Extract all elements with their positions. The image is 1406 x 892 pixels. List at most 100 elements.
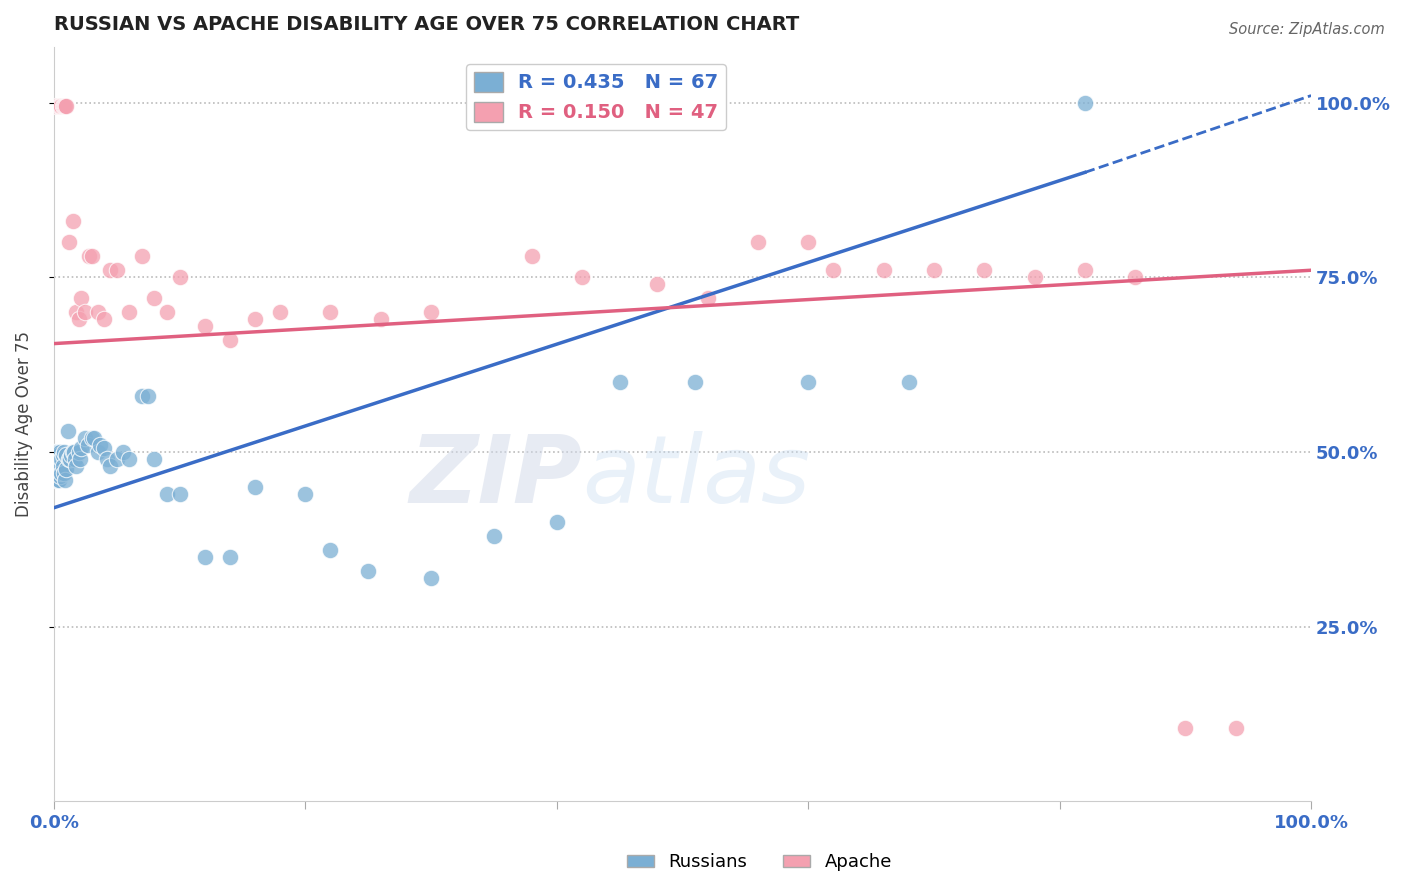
Point: [77, 249, 100, 263]
Point: [420, 571, 443, 585]
Legend: R = 0.435   N = 67, R = 0.150   N = 47: R = 0.435 N = 67, R = 0.150 N = 47: [465, 64, 727, 130]
Point: [46, 473, 69, 487]
Point: [70, 442, 93, 456]
Point: [370, 312, 392, 326]
Point: [52, 449, 75, 463]
Point: [52, 99, 75, 113]
Text: atlas: atlas: [582, 431, 810, 522]
Point: [80, 431, 103, 445]
Point: [49, 445, 72, 459]
Point: [87, 305, 110, 319]
Point: [83, 431, 105, 445]
Point: [100, 263, 122, 277]
Point: [118, 305, 141, 319]
Point: [922, 263, 945, 277]
Point: [75, 305, 97, 319]
Point: [49, 99, 72, 113]
Point: [111, 445, 134, 459]
Point: [1123, 270, 1146, 285]
Point: [420, 305, 443, 319]
Point: [48, 99, 70, 113]
Point: [243, 480, 266, 494]
Legend: Russians, Apache: Russians, Apache: [619, 847, 900, 879]
Point: [319, 542, 342, 557]
Point: [45, 445, 67, 459]
Point: [44, 458, 66, 473]
Point: [194, 319, 217, 334]
Point: [75, 431, 97, 445]
Point: [696, 291, 718, 305]
Point: [45, 451, 67, 466]
Point: [62, 214, 84, 228]
Point: [319, 305, 342, 319]
Point: [51, 451, 73, 466]
Point: [520, 249, 543, 263]
Point: [797, 235, 820, 250]
Point: [294, 487, 316, 501]
Point: [89, 438, 111, 452]
Point: [52, 445, 75, 459]
Point: [52, 458, 75, 473]
Point: [797, 375, 820, 389]
Point: [48, 458, 70, 473]
Point: [136, 389, 159, 403]
Point: [218, 549, 240, 564]
Point: [747, 235, 769, 250]
Point: [546, 515, 568, 529]
Point: [45, 99, 67, 113]
Point: [156, 487, 179, 501]
Point: [169, 270, 191, 285]
Point: [55, 99, 77, 113]
Point: [87, 445, 110, 459]
Point: [143, 291, 166, 305]
Point: [100, 458, 122, 473]
Point: [49, 469, 72, 483]
Y-axis label: Disability Age Over 75: Disability Age Over 75: [15, 331, 32, 517]
Point: [1074, 95, 1097, 110]
Point: [169, 487, 191, 501]
Point: [194, 549, 217, 564]
Point: [1024, 270, 1046, 285]
Point: [48, 473, 70, 487]
Point: [44, 451, 66, 466]
Point: [80, 249, 103, 263]
Point: [96, 451, 118, 466]
Point: [53, 473, 76, 487]
Point: [609, 375, 631, 389]
Text: ZIP: ZIP: [409, 431, 582, 523]
Point: [59, 451, 82, 466]
Point: [872, 263, 894, 277]
Point: [60, 449, 83, 463]
Point: [105, 451, 128, 466]
Point: [823, 263, 845, 277]
Point: [647, 277, 669, 292]
Text: Source: ZipAtlas.com: Source: ZipAtlas.com: [1229, 22, 1385, 37]
Point: [65, 305, 87, 319]
Point: [51, 466, 73, 480]
Point: [53, 99, 76, 113]
Point: [67, 312, 90, 326]
Point: [69, 451, 91, 466]
Point: [76, 438, 98, 452]
Point: [482, 529, 505, 543]
Point: [1074, 263, 1097, 277]
Point: [52, 99, 75, 113]
Point: [218, 333, 240, 347]
Point: [93, 442, 115, 456]
Point: [63, 445, 86, 459]
Point: [143, 451, 166, 466]
Point: [897, 375, 920, 389]
Point: [44, 445, 66, 459]
Point: [58, 451, 80, 466]
Point: [67, 445, 90, 459]
Point: [55, 449, 77, 463]
Point: [62, 445, 84, 459]
Point: [1225, 721, 1247, 735]
Point: [131, 389, 153, 403]
Point: [156, 305, 179, 319]
Point: [56, 424, 79, 438]
Point: [70, 291, 93, 305]
Point: [65, 458, 87, 473]
Point: [49, 458, 72, 473]
Point: [357, 564, 380, 578]
